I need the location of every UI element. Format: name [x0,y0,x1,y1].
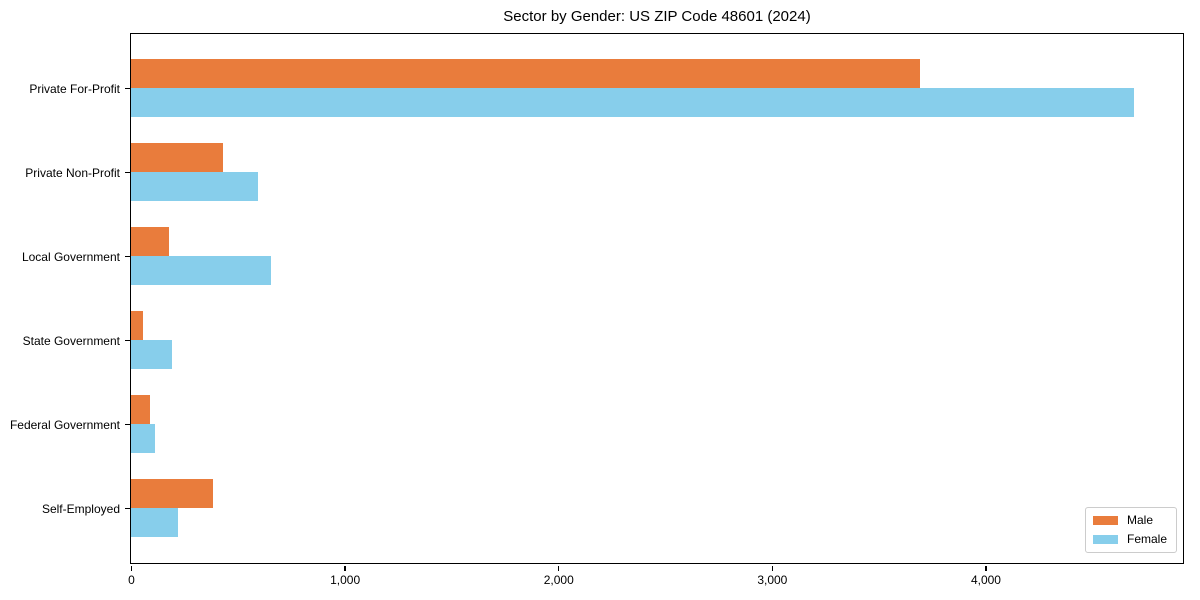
legend-item-female: Female [1092,532,1167,546]
legend-swatch-male [1092,515,1118,525]
y-tick-self-employed [125,507,130,510]
y-axis-label-self-employed: Self-Employed [41,501,120,516]
bar-male-private-non-profit [131,143,223,172]
x-tick-4000 [985,565,987,571]
x-tick-label-0: 0 [128,573,135,587]
bar-female-federal-government [131,424,156,453]
y-axis-label-federal-government: Federal Government [9,417,120,432]
bar-female-self-employed [131,508,179,537]
y-tick-private-for-profit [125,87,130,90]
y-axis-label-private-non-profit: Private Non-Profit [25,165,120,180]
chart-title: Sector by Gender: US ZIP Code 48601 (202… [503,8,811,25]
y-tick-private-non-profit [125,171,130,174]
bar-male-federal-government [131,395,151,424]
bar-male-self-employed [131,479,214,508]
x-tick-label-4000: 4,000 [970,573,1001,587]
x-tick-1000 [344,565,346,571]
y-tick-federal-government [125,423,130,426]
legend-label-male: Male [1126,513,1153,527]
x-axis: 0 1,000 2,000 3,000 4,000 [128,564,1183,596]
x-tick-0 [130,565,133,571]
bar-male-local-government [131,227,170,256]
bar-female-private-for-profit [131,88,1135,117]
x-tick-2000 [557,565,560,571]
legend-label-female: Female [1126,532,1167,546]
y-axis-label-state-government: State Government [22,333,120,348]
bar-female-private-non-profit [131,172,259,201]
bar-female-state-government [131,340,173,369]
legend-item-male: Male [1092,513,1167,527]
legend-swatch-female [1092,534,1118,544]
bar-male-state-government [131,311,144,340]
bar-male-private-for-profit [131,59,920,88]
y-axis-label-local-government: Local Government [21,249,120,264]
x-tick-3000 [771,565,774,571]
x-tick-label-1000: 1,000 [330,573,361,587]
x-tick-label-2000: 2,000 [543,573,574,587]
x-tick-label-3000: 3,000 [757,573,788,587]
y-tick-local-government [125,255,130,258]
y-tick-state-government [125,339,130,342]
legend: Male Female [1084,507,1177,553]
plot-area: Male Female [130,33,1184,564]
y-axis-label-private-for-profit: Private For-Profit [29,81,120,96]
bar-female-local-government [131,256,272,285]
